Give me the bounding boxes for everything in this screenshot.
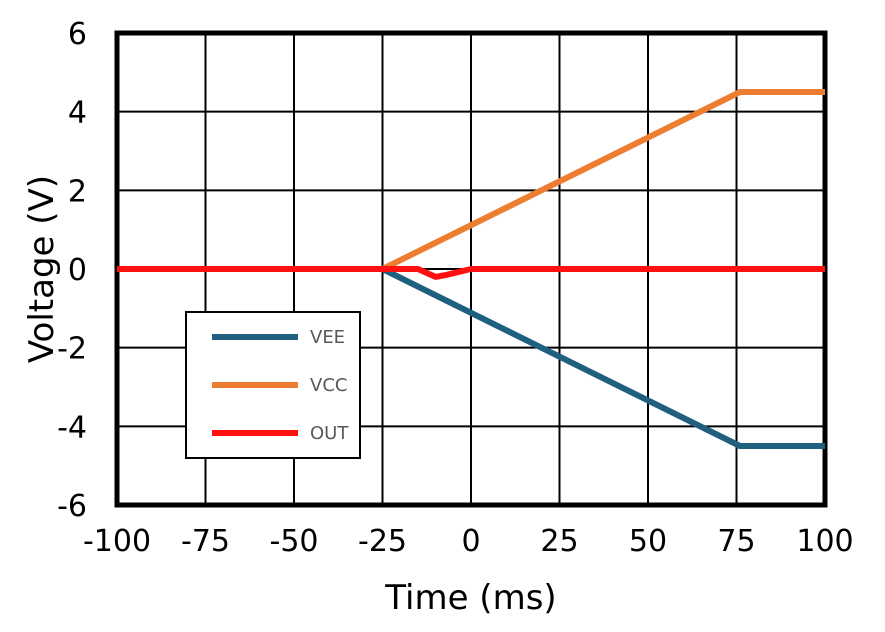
y-axis-title: Voltage (V) [22,175,62,363]
legend-label-vcc: VCC [310,375,347,396]
x-tick-labels: -100 -75 -50 -25 0 25 50 75 100 [83,524,854,559]
x-tick-label: -50 [270,524,319,559]
y-tick-label: 2 [68,174,87,209]
legend-label-out: OUT [310,423,349,444]
y-tick-label: 4 [68,96,87,131]
x-tick-label: -100 [83,524,151,559]
x-tick-label: 50 [629,524,667,559]
y-tick-label: -4 [57,410,87,445]
legend-label-vee: VEE [310,327,345,348]
series-lines [117,89,825,449]
x-tick-label: 100 [796,524,853,559]
series-line-out [117,266,825,280]
x-tick-label: 25 [540,524,578,559]
x-tick-label: -75 [181,524,230,559]
legend: VEE VCC OUT [185,311,361,459]
y-tick-label: -2 [57,332,87,367]
y-tick-label: 0 [68,253,87,288]
x-tick-label: 75 [717,524,755,559]
x-tick-label: -25 [358,524,407,559]
y-tick-label: -6 [57,489,87,524]
y-tick-labels: -6 -4 -2 0 2 4 6 [57,17,87,524]
x-tick-label: 0 [461,524,480,559]
x-axis-title: Time (ms) [384,578,556,618]
y-tick-label: 6 [68,17,87,52]
